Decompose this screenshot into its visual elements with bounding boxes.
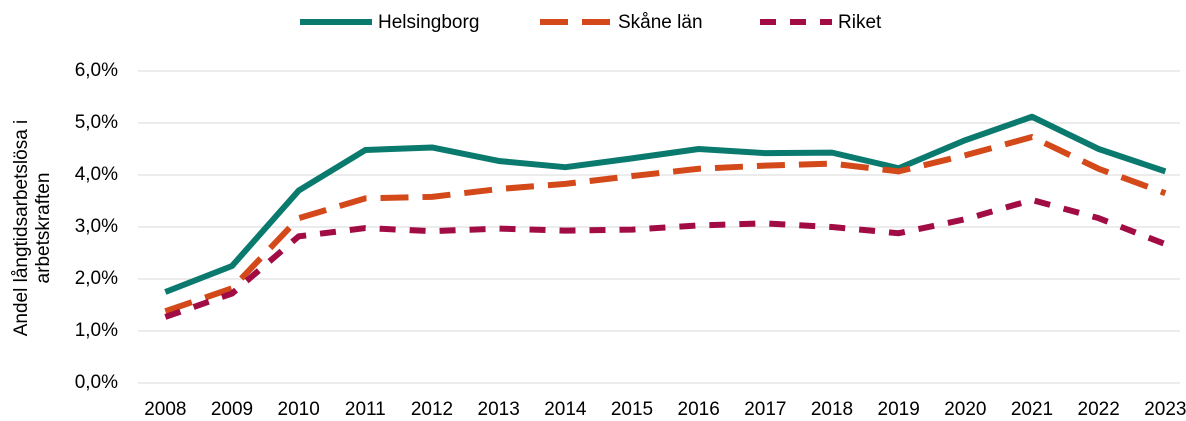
x-tick-label: 2010	[278, 399, 320, 420]
x-tick-label: 2020	[944, 399, 986, 420]
x-tick-label: 2019	[878, 399, 920, 420]
legend-label: Riket	[838, 12, 882, 33]
x-tick-label: 2023	[1144, 399, 1186, 420]
x-tick-label: 2016	[678, 399, 720, 420]
line-series	[164, 113, 1167, 295]
x-tick-label: 2009	[211, 399, 253, 420]
legend-label: Helsingborg	[378, 12, 479, 33]
x-tick-label: 2014	[544, 399, 587, 420]
x-tick-label: 2018	[811, 399, 853, 420]
y-tick-label: 4,0%	[75, 164, 118, 185]
y-axis-label: arbetskraften	[33, 173, 54, 284]
line-series	[164, 196, 1167, 320]
y-tick-label: 5,0%	[75, 112, 118, 133]
line-series	[164, 134, 1167, 315]
x-tick-label: 2015	[611, 399, 653, 420]
x-tick-label: 2011	[345, 399, 386, 420]
y-tick-label: 2,0%	[75, 268, 118, 289]
x-tick-label: 2022	[1078, 399, 1120, 420]
x-tick-label: 2013	[478, 399, 520, 420]
x-tick-label: 2021	[1011, 399, 1053, 420]
y-axis-label: Andel långtidsarbetslösa i	[11, 120, 32, 337]
y-tick-label: 1,0%	[75, 320, 118, 341]
x-tick-label: 2012	[411, 399, 453, 420]
legend-label: Skåne län	[618, 12, 703, 33]
y-tick-label: 3,0%	[75, 216, 118, 237]
y-tick-label: 6,0%	[75, 60, 118, 81]
x-tick-label: 2008	[144, 399, 186, 420]
y-tick-label: 0,0%	[75, 372, 118, 393]
x-tick-label: 2017	[744, 399, 786, 420]
